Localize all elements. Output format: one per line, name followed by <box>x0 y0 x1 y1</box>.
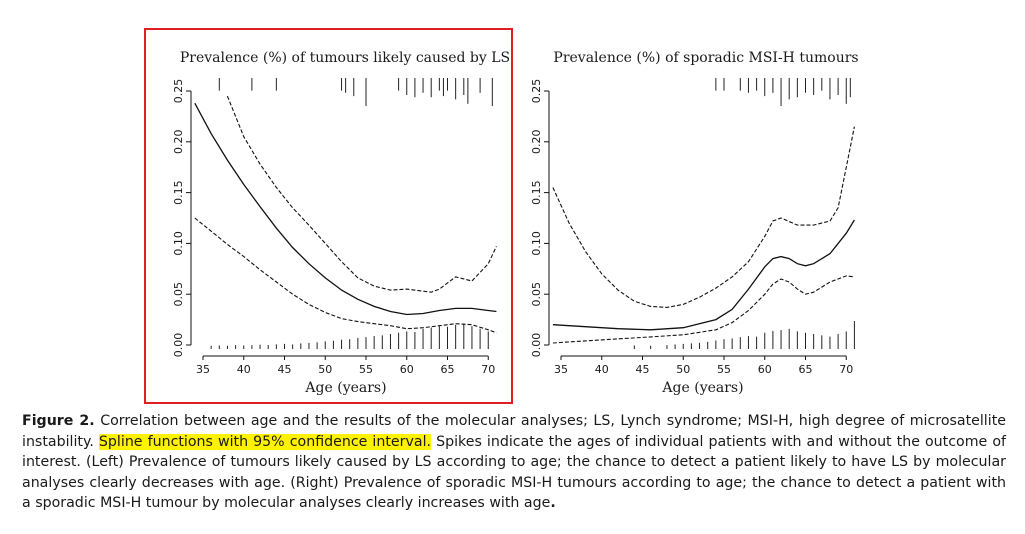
caption-text-part1: Correlation between age and the results … <box>22 413 1006 450</box>
caption-text-part2: Spikes indicate the ages of individual p… <box>22 433 1006 512</box>
x-tick-label: 60 <box>758 363 772 376</box>
right-chart: Prevalence (%) of sporadic MSI-H tumours… <box>530 50 859 396</box>
x-tick-label: 70 <box>481 363 495 376</box>
y-tick-label: 0.05 <box>530 282 543 307</box>
y-tick-label: 0.20 <box>172 130 185 155</box>
x-axis-label: Age (years) <box>304 380 386 396</box>
caption-end-period: . <box>550 495 556 511</box>
left-panel-highlight-box <box>144 28 513 404</box>
upper-ci-curve <box>552 126 855 308</box>
caption-label: Figure 2. <box>22 413 95 429</box>
y-tick-label: 0.10 <box>172 231 185 256</box>
x-tick-label: 55 <box>717 363 731 376</box>
x-tick-label: 50 <box>318 363 332 376</box>
x-tick-label: 35 <box>554 363 568 376</box>
left-chart: Prevalence (%) of tumours likely caused … <box>172 50 510 396</box>
x-tick-label: 65 <box>441 363 455 376</box>
x-tick-label: 50 <box>676 363 690 376</box>
x-axis-label: Age (years) <box>661 380 743 396</box>
y-tick-label: 0.20 <box>530 130 543 155</box>
y-tick-label: 0.10 <box>530 231 543 256</box>
y-tick-label: 0.00 <box>172 333 185 358</box>
x-tick-label: 70 <box>839 363 853 376</box>
lower-ci-curve <box>552 275 855 344</box>
lower-ci-curve <box>194 217 497 334</box>
x-tick-label: 65 <box>799 363 813 376</box>
figure-caption: Figure 2. Correlation between age and th… <box>22 411 1006 514</box>
caption-highlighted-text: Spline functions with 95% confidence int… <box>98 433 432 450</box>
y-tick-label: 0.15 <box>530 180 543 205</box>
x-tick-label: 60 <box>400 363 414 376</box>
x-tick-label: 45 <box>278 363 292 376</box>
y-tick-label: 0.05 <box>172 282 185 307</box>
y-tick-label: 0.25 <box>172 79 185 104</box>
x-tick-label: 40 <box>237 363 251 376</box>
spline-curve <box>552 219 855 331</box>
upper-ci-curve <box>226 95 497 293</box>
y-tick-label: 0.25 <box>530 79 543 104</box>
chart-title: Prevalence (%) of tumours likely caused … <box>180 50 510 66</box>
x-tick-label: 35 <box>196 363 210 376</box>
y-tick-label: 0.00 <box>530 333 543 358</box>
spline-curve <box>194 102 497 316</box>
x-tick-label: 45 <box>636 363 650 376</box>
y-tick-label: 0.15 <box>172 180 185 205</box>
x-tick-label: 40 <box>595 363 609 376</box>
chart-title: Prevalence (%) of sporadic MSI-H tumours <box>553 50 858 66</box>
x-tick-label: 55 <box>359 363 373 376</box>
